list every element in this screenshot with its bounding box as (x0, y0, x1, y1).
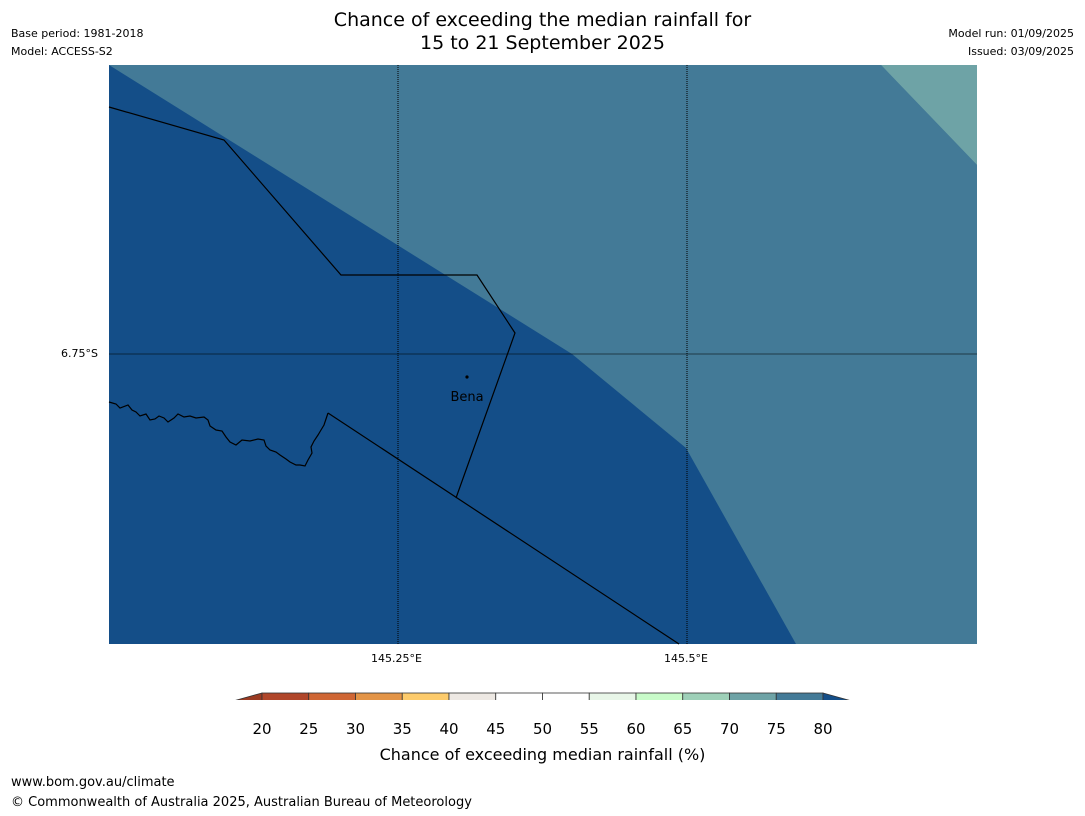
colorbar-segment (682, 692, 730, 700)
colorbar-segment (542, 692, 590, 700)
map-title-line2: 15 to 21 September 2025 (420, 32, 665, 54)
colorbar-under-arrow (235, 692, 263, 700)
bena-label: Bena (450, 390, 483, 405)
map-band-70-75 (881, 65, 977, 165)
colorbar-segment (775, 692, 824, 700)
lon-label-145-5: 145.5°E (664, 652, 708, 665)
colorbar-tick-label: 75 (766, 720, 786, 738)
meta-left: Base period: 1981-2018 Model: ACCESS-S2 (11, 25, 143, 61)
boundary-line (108, 106, 516, 499)
colorbar-tick-label: 45 (486, 720, 506, 738)
colorbar-tick-label: 25 (299, 720, 319, 738)
colorbar-tick-label: 80 (813, 720, 833, 738)
lon-label-145-25: 145.25°E (371, 652, 422, 665)
base-period: Base period: 1981-2018 (11, 27, 144, 40)
colorbar-segment (495, 692, 543, 700)
colorbar-segment (261, 692, 310, 700)
colorbar-tick-label: 20 (252, 720, 272, 738)
colorbar-segment (588, 692, 637, 700)
colorbar-tick-label: 30 (345, 720, 366, 738)
colorbar-tick-label: 50 (532, 720, 553, 738)
issued-date: Issued: 03/09/2025 (967, 45, 1074, 58)
colorbar-label: Chance of exceeding median rainfall (%) (379, 745, 706, 764)
boundary-line (327, 412, 680, 645)
colorbar-segment (355, 692, 403, 700)
colorbar-segment (401, 692, 450, 700)
colorbar-segment (448, 692, 497, 700)
footer-copyright: © Commonwealth of Australia 2025, Austra… (11, 795, 472, 810)
meta-right: Model run: 01/09/2025 Issued: 03/09/2025 (948, 25, 1074, 61)
river-line (108, 401, 329, 467)
bena-marker (465, 375, 469, 379)
colorbar-segment (635, 692, 684, 700)
colorbar-segment (308, 692, 356, 700)
colorbar-tick-label: 65 (673, 720, 693, 738)
colorbar-segment (729, 692, 777, 700)
model-run: Model run: 01/09/2025 (948, 27, 1074, 40)
model-name: Model: ACCESS-S2 (11, 45, 113, 58)
colorbar-tick-label: 55 (579, 720, 599, 738)
map-band-75-80 (109, 65, 977, 644)
rainfall-map: Bena (108, 65, 977, 700)
lat-label: 6.75°S (61, 347, 98, 360)
colorbar-tick-label: 40 (439, 720, 459, 738)
colorbar (235, 692, 850, 700)
colorbar-tick-label: 60 (626, 720, 646, 738)
colorbar-tick-label: 35 (392, 720, 412, 738)
colorbar-over-arrow (822, 692, 850, 700)
colorbar-tick-label: 70 (719, 720, 740, 738)
map-title-line1: Chance of exceeding the median rainfall … (333, 9, 752, 31)
footer-url: www.bom.gov.au/climate (11, 775, 175, 790)
